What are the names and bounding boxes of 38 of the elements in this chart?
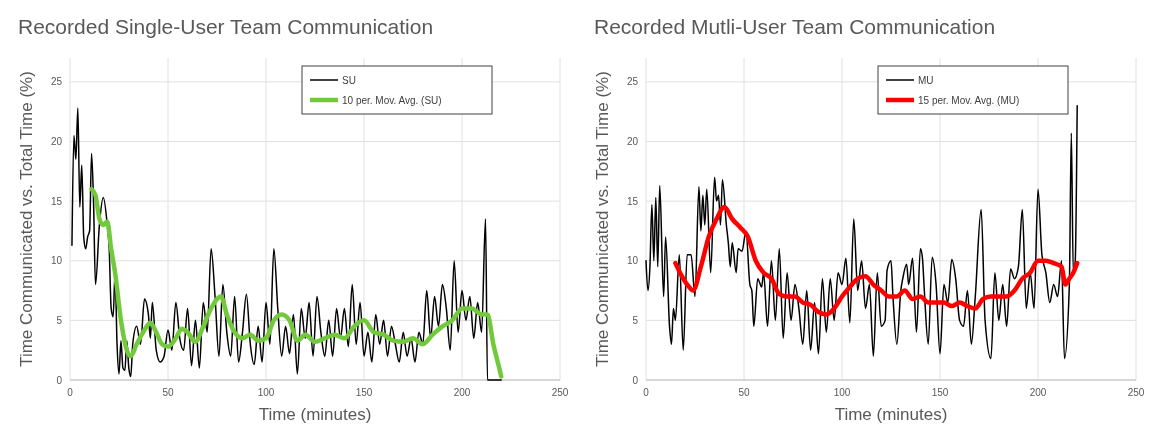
- y-tick-label: 20: [50, 135, 63, 147]
- x-axis-title: Time (minutes): [834, 405, 948, 424]
- x-tick-label: 50: [162, 387, 174, 398]
- line-series: [645, 104, 1078, 360]
- y-tick-label: 10: [626, 255, 639, 267]
- y-axis-title: Time Communicated vs. Total Time (%): [593, 71, 612, 367]
- x-tick-label: 100: [257, 387, 275, 398]
- line-series: [89, 186, 504, 379]
- y-tick-label: 15: [626, 195, 639, 207]
- x-tick-label: 50: [738, 387, 750, 398]
- chart-title: Recorded Single-User Team Communication: [18, 15, 434, 38]
- x-tick-label: 250: [1127, 387, 1145, 398]
- x-tick-label: 200: [1029, 387, 1047, 398]
- x-tick-label: 150: [355, 387, 373, 398]
- y-tick-label: 5: [56, 314, 63, 326]
- legend-label: 10 per. Mov. Avg. (SU): [342, 94, 442, 106]
- x-tick-label: 0: [643, 387, 650, 398]
- legend-label: SU: [342, 74, 356, 86]
- y-tick-label: 0: [56, 374, 63, 386]
- y-tick-label: 20: [626, 135, 639, 147]
- x-axis-title: Time (minutes): [258, 405, 372, 424]
- line-series: [673, 204, 1080, 317]
- y-axis-title: Time Communicated vs. Total Time (%): [17, 71, 36, 367]
- y-tick-label: 25: [50, 76, 63, 88]
- y-tick-label: 15: [50, 195, 63, 207]
- legend-label: 15 per. Mov. Avg. (MU): [918, 94, 1020, 106]
- y-tick-label: 0: [632, 374, 639, 386]
- x-tick-label: 200: [453, 387, 471, 398]
- line-series: [71, 107, 502, 381]
- y-tick-label: 25: [626, 76, 639, 88]
- y-tick-label: 5: [632, 314, 639, 326]
- legend-label: MU: [918, 74, 934, 86]
- x-tick-label: 100: [833, 387, 851, 398]
- x-tick-label: 0: [67, 387, 74, 398]
- chart-title: Recorded Mutli-User Team Communication: [594, 15, 996, 38]
- x-tick-label: 250: [551, 387, 569, 398]
- x-tick-label: 150: [931, 387, 949, 398]
- y-tick-label: 10: [50, 255, 63, 267]
